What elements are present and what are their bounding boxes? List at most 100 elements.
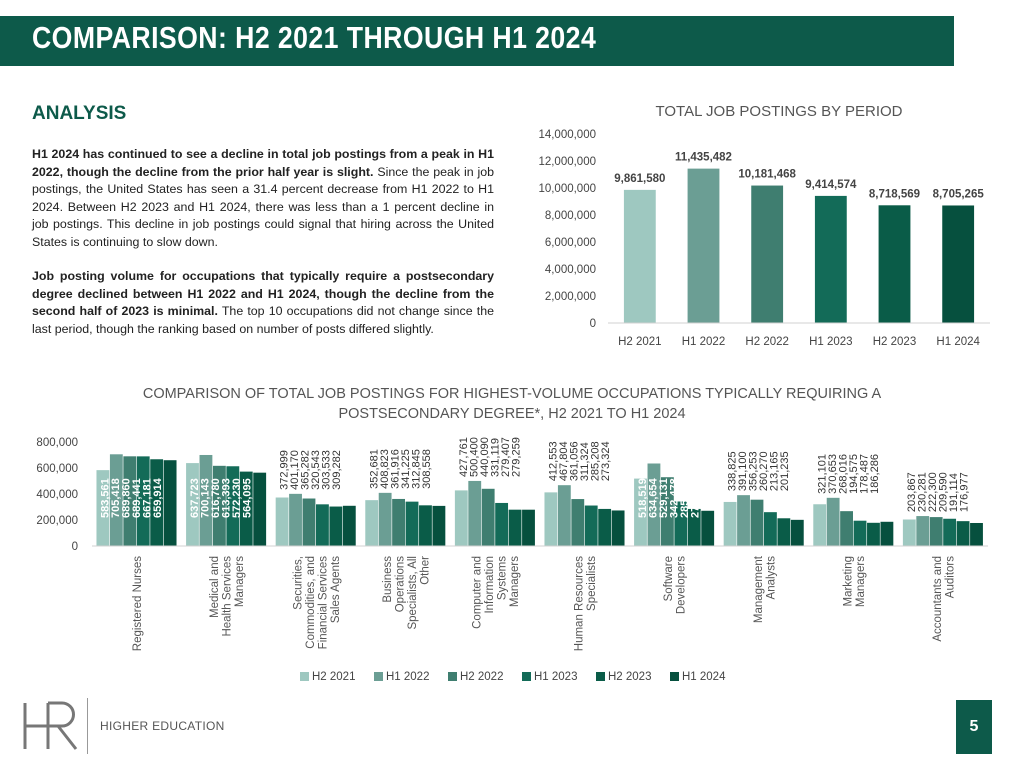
chart2-bar [275, 497, 289, 546]
chart2-value-label: 700,143 [200, 478, 212, 518]
chart1-ytick-label: 10,000,000 [538, 183, 596, 195]
chart2-bar [737, 495, 750, 546]
analysis-p1-rest: Since the peak in job postings, the Unit… [32, 164, 494, 249]
chart1-value-label: 11,435,482 [675, 152, 732, 164]
chart2-category-label: Human Resources [574, 556, 586, 651]
chart2-bar [392, 498, 405, 546]
chart2-value-label: 408,823 [379, 449, 391, 489]
chart2-value-label: 564,095 [242, 478, 254, 518]
chart2-bar [289, 493, 302, 546]
chart2-legend-label: H2 2022 [460, 671, 503, 683]
chart2-value-label: 467,804 [558, 441, 570, 481]
chart1-bar [751, 185, 784, 323]
chart2-value-label: 230,281 [916, 472, 928, 512]
chart2-value-label: 391,100 [737, 451, 749, 491]
chart2-bar [253, 472, 267, 546]
chart1-ytick-label: 2,000,000 [545, 291, 596, 303]
chart2-value-label: 401,170 [289, 450, 301, 490]
chart2-bar [468, 480, 482, 546]
analysis-p2-rest: The top 10 occupations did not change si… [32, 304, 494, 336]
chart2-category-label: Developers [676, 556, 688, 614]
chart2-value-label: 331,119 [489, 438, 501, 477]
chart1-bar [687, 168, 720, 323]
chart2-value-label: 186,286 [869, 454, 881, 494]
chart2-bar [419, 505, 432, 546]
chart2-value-label: 178,487 [858, 454, 870, 494]
chart1-value-label: 9,861,580 [614, 173, 665, 185]
chart2-value-label: 659,914 [152, 477, 164, 518]
chart1-category-label: H1 2024 [936, 336, 980, 348]
chart2-value-label: 372,999 [279, 450, 291, 490]
chart1-category-label: H2 2022 [745, 336, 788, 348]
chart2-bar [777, 518, 791, 546]
chart2-value-label: 341,225 [400, 449, 412, 489]
chart2-title-line: COMPARISON OF TOTAL JOB POSTINGS FOR HIG… [143, 386, 882, 402]
chart2-value-label: 613,393 [221, 478, 233, 518]
chart1-value-label: 9,414,574 [805, 179, 857, 191]
chart1-ytick-label: 4,000,000 [545, 264, 596, 276]
chart2-category-label: Securities, [292, 556, 304, 610]
chart2-value-label: 616,780 [210, 478, 222, 518]
chart2-legend-swatch [374, 672, 383, 681]
chart2-value-label: 637,723 [189, 478, 201, 518]
chart2-value-label: 285,045 [679, 478, 691, 518]
chart2-category-label: Software [663, 556, 675, 601]
chart1-category-label: H2 2021 [618, 336, 661, 348]
chart2-bar [584, 505, 598, 546]
chart2-value-label: 201,235 [779, 451, 791, 491]
chart2-legend-swatch [670, 672, 679, 681]
chart2-value-label: 273,324 [600, 441, 612, 481]
chart2-value-label: 352,681 [368, 449, 380, 489]
chart2-value-label: 279,259 [510, 437, 522, 477]
chart2-bar [916, 516, 930, 546]
chart1-category-label: H2 2023 [873, 336, 916, 348]
page-number-box [956, 700, 992, 754]
chart2-bar [136, 456, 150, 546]
chart1-category-label: H1 2022 [682, 336, 725, 348]
chart2-legend-swatch [448, 672, 457, 681]
chart2-bar [902, 519, 916, 546]
chart2-category-label: Systems [496, 556, 508, 600]
chart2-bar [199, 454, 213, 546]
chart2-bar [687, 508, 701, 546]
chart2-ytick-label: 800,000 [36, 437, 78, 449]
chart2-value-label: 427,761 [458, 437, 470, 477]
chart2-category-label: Other [419, 556, 431, 585]
chart2-category-label: Marketing [842, 556, 854, 607]
chart2-bar [378, 492, 392, 546]
chart2-legend-swatch [596, 672, 605, 681]
page-title: COMPARISON: H2 2021 THROUGH H1 2024 [32, 20, 597, 55]
chart2-value-label: 209,590 [937, 472, 949, 512]
chart2-category-label: Managers [234, 556, 246, 607]
chart2-bar [813, 504, 827, 546]
chart2-value-label: 222,300 [927, 472, 939, 512]
chart2-category-label: Medical and [209, 556, 221, 618]
chart1-ytick-label: 8,000,000 [545, 210, 596, 222]
chart2-category-label: Health Services [221, 556, 233, 637]
chart2-legend-swatch [300, 672, 309, 681]
chart2-bar [853, 520, 867, 546]
chart2-bar [701, 510, 715, 546]
chart2-bar [660, 477, 674, 546]
chart1-bar [623, 189, 656, 323]
chart2-ytick-label: 0 [72, 541, 78, 553]
chart2-legend-label: H2 2023 [608, 671, 651, 683]
chart2-bar [226, 466, 240, 546]
chart2-value-label: 412,553 [547, 441, 559, 481]
chart2-bar [750, 499, 764, 546]
chart2-bar [186, 463, 199, 546]
chart2-value-label: 361,056 [568, 441, 580, 481]
analysis-p1-bold: H1 2024 has continued to see a decline i… [32, 147, 494, 179]
chart2-bar [316, 504, 329, 546]
chart2-value-label: 312,845 [410, 449, 422, 489]
chart2-value-label: 270,918 [690, 478, 702, 518]
chart2-bar [508, 509, 522, 546]
chart2-bar [634, 478, 647, 546]
chart2-bar [764, 512, 777, 546]
chart1-ytick-label: 6,000,000 [545, 237, 596, 249]
chart2-value-label: 320,543 [310, 450, 322, 490]
occupations-chart: COMPARISON OF TOTAL JOB POSTINGS FOR HIG… [36, 386, 988, 683]
chart2-value-label: 689,860 [120, 478, 132, 518]
chart2-value-label: 634,654 [648, 477, 660, 518]
chart2-category-label: Commodities, and [305, 556, 317, 649]
